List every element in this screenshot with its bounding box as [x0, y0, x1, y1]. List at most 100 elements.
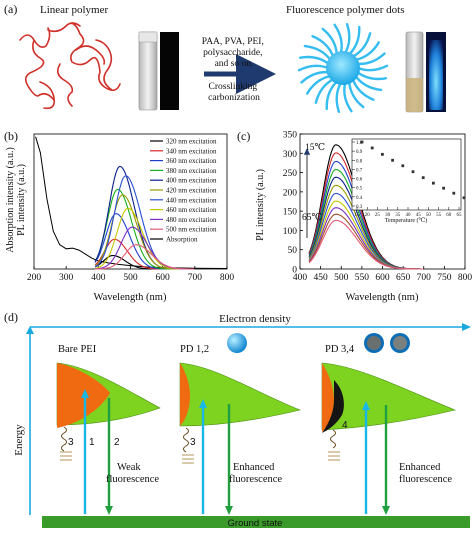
- inset-point: [452, 191, 456, 195]
- inset-y-tick-label: 0.4: [356, 196, 363, 201]
- panel-c-x-tick-label: 550: [355, 273, 370, 283]
- pd12-sphere-icon: [227, 333, 247, 353]
- inset-x-tick-label: 35: [395, 213, 401, 218]
- state-pd12: PD 1,2 3 Enhanced fluorescence: [179, 333, 301, 515]
- vial-uv-left: [160, 32, 179, 110]
- electron-density-label: Electron density: [219, 313, 291, 325]
- legend-entry: 500 nm excitation: [166, 226, 217, 234]
- inset-x-tick-label: 30: [385, 213, 391, 218]
- inset-x-tick-label: 20: [365, 213, 371, 218]
- ground-state-bar: [42, 516, 470, 528]
- inset-y-tick-label: 0.5: [356, 187, 363, 192]
- pd34-sphere-icons: [364, 333, 410, 353]
- vial-daylight-left: [138, 31, 158, 111]
- polymer-dot-arm: [303, 44, 332, 62]
- polymer-dot-arm: [356, 52, 386, 66]
- panel-c: (c) PL intensity (a.u.) 0 50 100 150 200 250 3…: [237, 129, 472, 303]
- electron-density-arrowhead: [462, 323, 471, 331]
- panel-c-y-tick-label: 0: [292, 266, 297, 276]
- legend-entry: 460 nm excitation: [166, 206, 217, 214]
- inset-ticks: 0.3 0.4 0.5 0.6 0.7 0.8 0.9 1.0 15 20 25 30 35 40 45 50…: [352, 141, 462, 218]
- inset-x-tick-label: 45: [416, 213, 422, 218]
- polymer-dot-arm: [354, 74, 383, 92]
- inset-x-tick-label: 55: [436, 213, 442, 218]
- panel-b-x-tick-label: 400: [91, 273, 106, 283]
- polymer-dot-arm: [297, 64, 330, 72]
- inset-x-tick-label: 25: [375, 213, 381, 218]
- panel-c-xlabel: Wavelength (nm): [346, 292, 419, 303]
- panel-b-xlabel: Wavelength (nm): [94, 292, 167, 303]
- polymer-dot-arm: [325, 80, 338, 111]
- panel-c-x-tick-label: 600: [375, 273, 390, 283]
- polymer-dot-arm: [351, 78, 375, 101]
- polymer-dots-title: Fluorescence polymer dots: [286, 4, 405, 16]
- legend-entry: 360 nm excitation: [166, 157, 217, 165]
- transition-label-3: 3: [68, 437, 74, 448]
- inset-y-tick-label: 0.3: [356, 205, 363, 210]
- panel-c-ylabel: PL intensity (a.u.): [255, 169, 266, 241]
- panel-b-x-tick-label: 200: [27, 273, 42, 283]
- panel-b: (b) Absorption intensity (a.u.) PL inten…: [4, 129, 234, 303]
- panel-c-y-tick-label: 250: [283, 169, 298, 179]
- panel-b-curves: [35, 136, 228, 270]
- polymer-dot-arm: [335, 81, 343, 114]
- inset-x-tick-label: 15: [355, 213, 361, 218]
- panel-b-ylabel-pl: PL intensity (a.u.): [16, 164, 27, 236]
- inset-x-tick-label: 65: [457, 213, 463, 218]
- legend-entry: 440 nm excitation: [166, 196, 217, 204]
- panel-c-y-tick-label: 350: [283, 131, 298, 141]
- vial-daylight-right: [405, 31, 424, 113]
- absorption-curve: [35, 136, 228, 269]
- polymer-dot-arm: [348, 25, 361, 56]
- legend-entry: 380 nm excitation: [166, 167, 217, 175]
- state-pd12-title: PD 1,2: [180, 344, 209, 355]
- panel-b-x-tick-label: 300: [59, 273, 74, 283]
- inset-y-tick-label: 0.7: [356, 168, 363, 173]
- inset-x-tick-label: 40: [406, 213, 412, 218]
- inset-point: [432, 181, 435, 185]
- inset-point: [391, 158, 394, 162]
- polymer-dot-arm: [300, 70, 330, 84]
- panel-c-curves: [308, 144, 423, 270]
- pl-temperature-curve-65: [308, 219, 423, 270]
- inset-xlabel: Temperature (℃): [385, 217, 427, 224]
- polymer-dot-arm: [343, 81, 353, 113]
- polymer-dot-arm: [348, 80, 365, 109]
- legend-entry: 340 nm excitation: [166, 147, 217, 155]
- polymer-dot-core: [326, 51, 360, 85]
- legend-entry: 320 nm excitation: [166, 138, 217, 146]
- inset-point: [462, 196, 466, 200]
- state-pd34-note: Enhanced fluorescence: [399, 462, 452, 485]
- panel-c-y-tick-label: 50: [288, 246, 298, 256]
- arrow-precursors-text: PAA, PVA, PEI, polysaccharide, and so on…: [202, 37, 266, 69]
- inset-y-tick-label: 0.9: [356, 150, 363, 155]
- panel-c-x-ticks: 400 450 500 550 600 650 700 750 800: [293, 266, 473, 283]
- inset-point: [442, 186, 445, 190]
- panel-c-x-tick-label: 800: [458, 273, 473, 283]
- panel-a: (a) Linear polymer Fluorescence polymer …: [4, 2, 446, 114]
- polymer-dot-arm: [321, 27, 338, 56]
- panel-b-label: (b): [4, 129, 18, 143]
- state-bare-pei: Bare PEI 3 1 2 Weak fluorescence: [56, 344, 161, 515]
- inset-points: [360, 140, 466, 200]
- panel-c-y-tick-label: 150: [283, 208, 298, 218]
- inset-point: [370, 146, 374, 150]
- inset-y-tick-label: 0.6: [356, 178, 363, 183]
- ground-state-label: Ground state: [228, 518, 283, 529]
- inset-y-tick-label: 1.0: [356, 141, 363, 146]
- temp-top-label: 15℃: [305, 143, 326, 153]
- panel-c-label: (c): [237, 129, 250, 143]
- state-bare-pei-title: Bare PEI: [58, 344, 97, 355]
- arrow-process-text: Crosslinking carbonization: [208, 82, 260, 103]
- polymer-dot-arm: [356, 71, 387, 81]
- legend-entry: 480 nm excitation: [166, 216, 217, 224]
- polymer-dot-arm: [351, 32, 372, 58]
- polymer-dot-arm: [299, 55, 330, 65]
- temp-bottom-label: 65℃: [302, 213, 323, 223]
- transition-label-4: 4: [342, 420, 348, 431]
- panel-d: (d) Electron density Energy Ground state…: [4, 310, 471, 529]
- state-pd12-note: Enhanced fluorescence: [229, 462, 282, 485]
- panel-c-y-ticks: 0 50 100 150 200 250 300 350: [283, 131, 303, 276]
- panel-b-ylabel-absorption: Absorption intensity (a.u.): [5, 147, 16, 253]
